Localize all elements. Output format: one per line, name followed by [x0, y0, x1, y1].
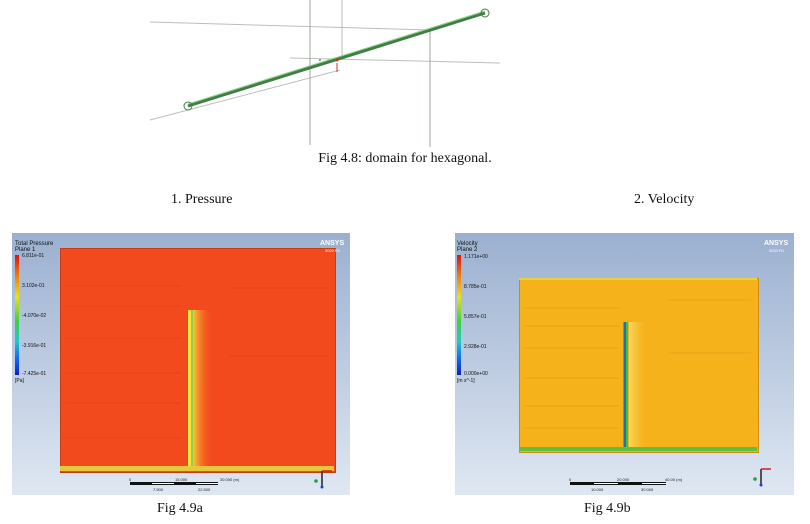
legend-unit: [m s^-1]	[457, 378, 475, 384]
pressure-field-streaks	[60, 285, 334, 471]
scale-label: 22.500	[198, 487, 211, 492]
rod-end-marker	[480, 8, 490, 18]
scale-label: 7.500	[153, 487, 164, 492]
scale-label: 30.000	[641, 487, 654, 492]
pressure-contour-panel: Total Pressure Plane 1 6.811e-01 3.102e-…	[12, 233, 350, 495]
top-figure-caption: Fig 4.8: domain for hexagonal.	[318, 151, 492, 166]
axis-marker-dot	[335, 58, 339, 62]
bottom-boundary	[60, 466, 334, 471]
axis-marker-dot	[319, 59, 321, 61]
wire-line	[149, 69, 341, 121]
velocity-contour-panel: Velocity Plane 2 1.171e+00 8.785e-01 5.8…	[455, 233, 794, 495]
legend-title: Velocity	[457, 241, 478, 247]
scale-bar-segment	[594, 482, 618, 485]
legend-colorbar	[457, 255, 461, 375]
legend-value: 2.928e-01	[464, 344, 487, 350]
velocity-field-streaks	[519, 278, 757, 451]
scale-bar-segment	[642, 482, 666, 485]
legend-subtitle: Plane 2	[457, 247, 478, 253]
axis-triad-icon	[314, 470, 332, 489]
top-boundary	[519, 278, 757, 280]
section-label-pressure: 1. Pressure	[171, 192, 233, 207]
wall	[188, 310, 193, 471]
axis-triad-icon	[753, 468, 771, 487]
bottom-boundary	[519, 447, 757, 451]
legend-value: 3.102e-01	[22, 283, 45, 289]
scale-label: 40.00 (m)	[665, 477, 683, 482]
domain-rod-highlight	[187, 10, 486, 105]
legend-value: -3.916e-01	[22, 343, 47, 349]
ansys-logo: ANSYS	[320, 240, 345, 247]
scale-bar-segment	[130, 482, 152, 485]
panel-a-caption: Fig 4.9a	[157, 501, 203, 516]
legend-value: 5.857e-01	[464, 314, 487, 320]
ansys-version: 2020 R1	[769, 248, 785, 253]
legend-value: 1.171e+00	[464, 254, 488, 260]
ansys-logo: ANSYS	[764, 240, 789, 247]
scale-bar-segment	[570, 482, 594, 485]
legend-subtitle: Plane 1	[15, 247, 36, 253]
scale-bar-segment	[174, 482, 196, 485]
scale-label: 0	[569, 477, 572, 482]
legend-value: 8.785e-01	[464, 284, 487, 290]
scale-label: 0	[129, 477, 132, 482]
legend-unit: [Pa]	[15, 378, 24, 384]
panel-b-caption: Fig 4.9b	[584, 501, 631, 516]
scale-label: 30.000 (m)	[220, 477, 240, 482]
wire-line	[149, 21, 431, 31]
legend-value: 0.000e+00	[464, 371, 488, 377]
scale-label: 15.000	[175, 477, 188, 482]
ansys-version: 2020 R1	[325, 248, 341, 253]
domain-wireframe	[149, 0, 501, 147]
legend-value: -4.070e-02	[22, 313, 47, 319]
scale-label: 20.000	[617, 477, 630, 482]
scale-bar-segment	[152, 482, 174, 485]
scale-label: 10.000	[591, 487, 604, 492]
legend-value: 6.811e-01	[22, 253, 45, 259]
wire-line	[289, 57, 501, 64]
rod-end-marker	[183, 101, 193, 111]
legend-value: -7.425e-01	[22, 371, 47, 377]
legend-title: Total Pressure	[15, 241, 54, 247]
scale-bar-segment	[196, 482, 218, 485]
legend-colorbar	[15, 255, 19, 375]
scale-bar-segment	[618, 482, 642, 485]
section-label-velocity: 2. Velocity	[634, 192, 695, 207]
